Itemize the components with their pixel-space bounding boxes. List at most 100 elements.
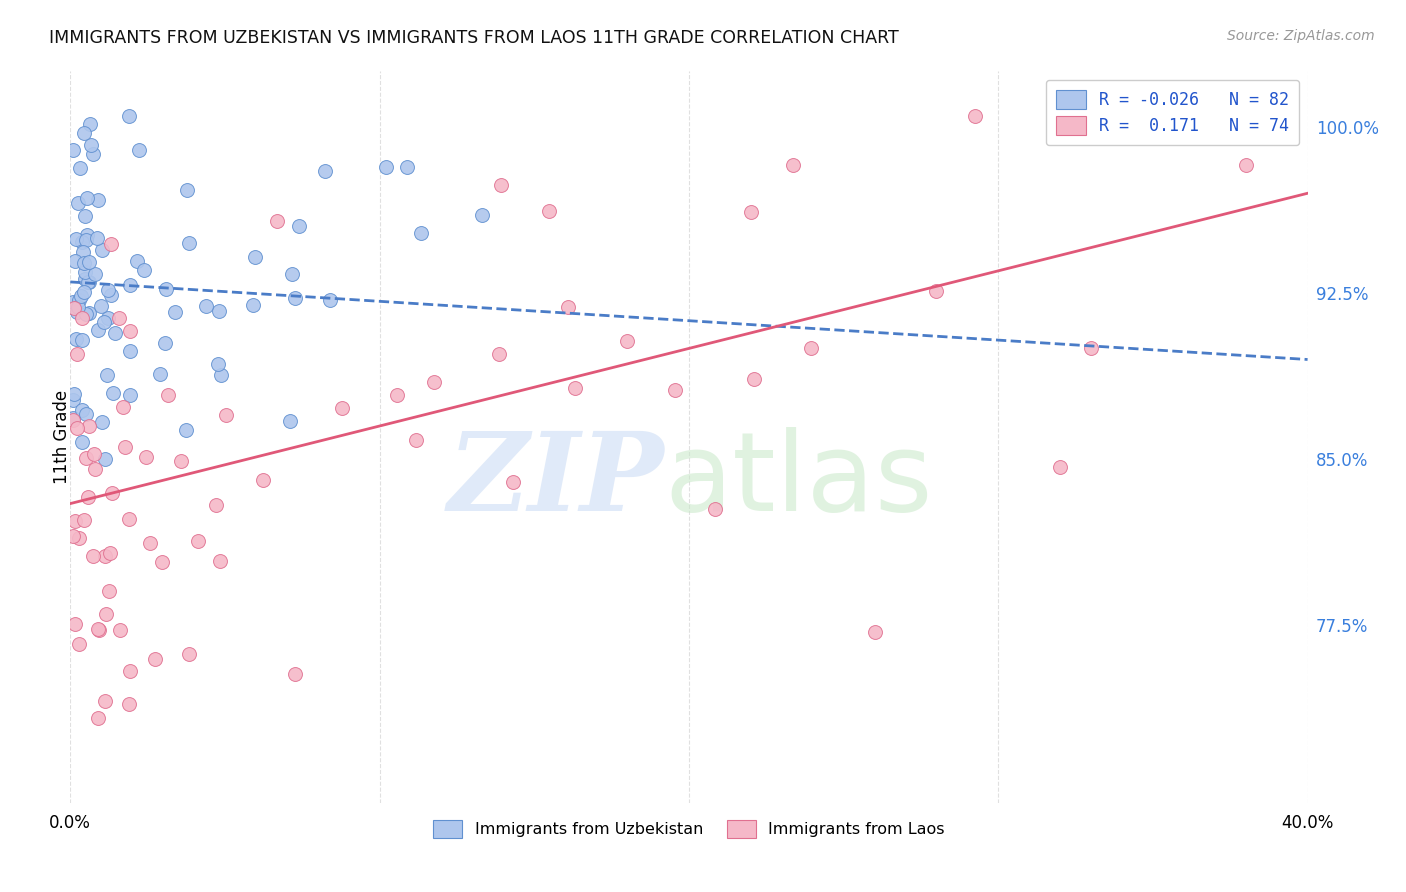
Point: [208, 304, 231, 318]
Point: [75, 451, 97, 466]
Point: [73, 256, 96, 270]
Point: [118, 665, 141, 679]
Point: [73, 513, 96, 527]
Point: [209, 554, 232, 568]
Text: Source: ZipAtlas.com: Source: ZipAtlas.com: [1227, 29, 1375, 43]
Point: [76, 228, 98, 243]
Point: [423, 375, 446, 389]
Point: [153, 336, 176, 351]
Point: [319, 293, 342, 307]
Point: [409, 226, 432, 240]
Point: [62, 413, 84, 427]
Point: [742, 372, 765, 386]
Point: [104, 326, 127, 341]
Point: [70, 333, 93, 347]
Point: [281, 268, 304, 282]
Point: [77, 418, 100, 433]
Point: [1080, 342, 1102, 356]
Point: [101, 386, 124, 401]
Point: [75, 210, 97, 224]
Point: [118, 109, 141, 123]
Point: [69, 532, 91, 546]
Point: [73, 272, 96, 286]
Point: [800, 341, 823, 355]
Point: [118, 278, 141, 293]
Point: [65, 347, 87, 361]
Point: [67, 300, 90, 314]
Y-axis label: 11th Grade: 11th Grade: [53, 390, 70, 484]
Point: [538, 203, 561, 218]
Point: [120, 343, 142, 358]
Point: [63, 515, 86, 529]
Point: [314, 164, 336, 178]
Point: [76, 491, 98, 505]
Point: [86, 230, 108, 244]
Point: [107, 310, 129, 325]
Point: [67, 293, 90, 308]
Point: [1049, 459, 1071, 474]
Point: [72, 244, 94, 259]
Point: [187, 533, 209, 548]
Point: [97, 310, 120, 325]
Point: [471, 207, 494, 221]
Point: [70, 235, 93, 250]
Point: [80, 137, 103, 152]
Point: [83, 447, 105, 461]
Point: [65, 332, 87, 346]
Text: IMMIGRANTS FROM UZBEKISTAN VS IMMIGRANTS FROM LAOS 11TH GRADE CORRELATION CHART: IMMIGRANTS FROM UZBEKISTAN VS IMMIGRANTS…: [49, 29, 898, 46]
Point: [120, 324, 142, 338]
Point: [1234, 159, 1257, 173]
Point: [128, 143, 150, 157]
Point: [176, 183, 198, 197]
Point: [703, 501, 725, 516]
Point: [94, 549, 117, 563]
Point: [93, 452, 115, 467]
Point: [87, 622, 110, 636]
Point: [174, 423, 197, 437]
Point: [72, 285, 94, 299]
Point: [82, 146, 104, 161]
Point: [62, 410, 84, 425]
Point: [108, 623, 131, 637]
Point: [616, 334, 638, 348]
Point: [63, 617, 86, 632]
Point: [76, 192, 98, 206]
Point: [84, 461, 107, 475]
Point: [118, 512, 141, 526]
Point: [62, 144, 84, 158]
Point: [491, 178, 513, 192]
Point: [405, 433, 427, 447]
Point: [214, 408, 236, 422]
Point: [86, 194, 108, 208]
Point: [564, 381, 586, 395]
Point: [111, 401, 134, 415]
Point: [100, 288, 122, 302]
Point: [76, 275, 98, 289]
Point: [96, 607, 118, 622]
Point: [96, 368, 118, 383]
Point: [502, 475, 524, 489]
Point: [98, 546, 121, 560]
Point: [163, 305, 186, 319]
Point: [863, 625, 886, 640]
Point: [278, 414, 301, 428]
Point: [209, 368, 232, 382]
Point: [157, 388, 180, 402]
Point: [62, 392, 84, 407]
Text: ZIP: ZIP: [447, 427, 664, 534]
Point: [65, 231, 87, 245]
Point: [740, 205, 762, 219]
Point: [284, 666, 307, 681]
Point: [70, 402, 93, 417]
Point: [75, 407, 97, 421]
Point: [63, 387, 86, 401]
Point: [75, 307, 97, 321]
Point: [87, 323, 110, 337]
Point: [488, 347, 510, 361]
Point: [62, 294, 84, 309]
Point: [288, 219, 311, 233]
Point: [664, 383, 686, 397]
Point: [332, 401, 354, 416]
Point: [84, 267, 107, 281]
Point: [252, 473, 274, 487]
